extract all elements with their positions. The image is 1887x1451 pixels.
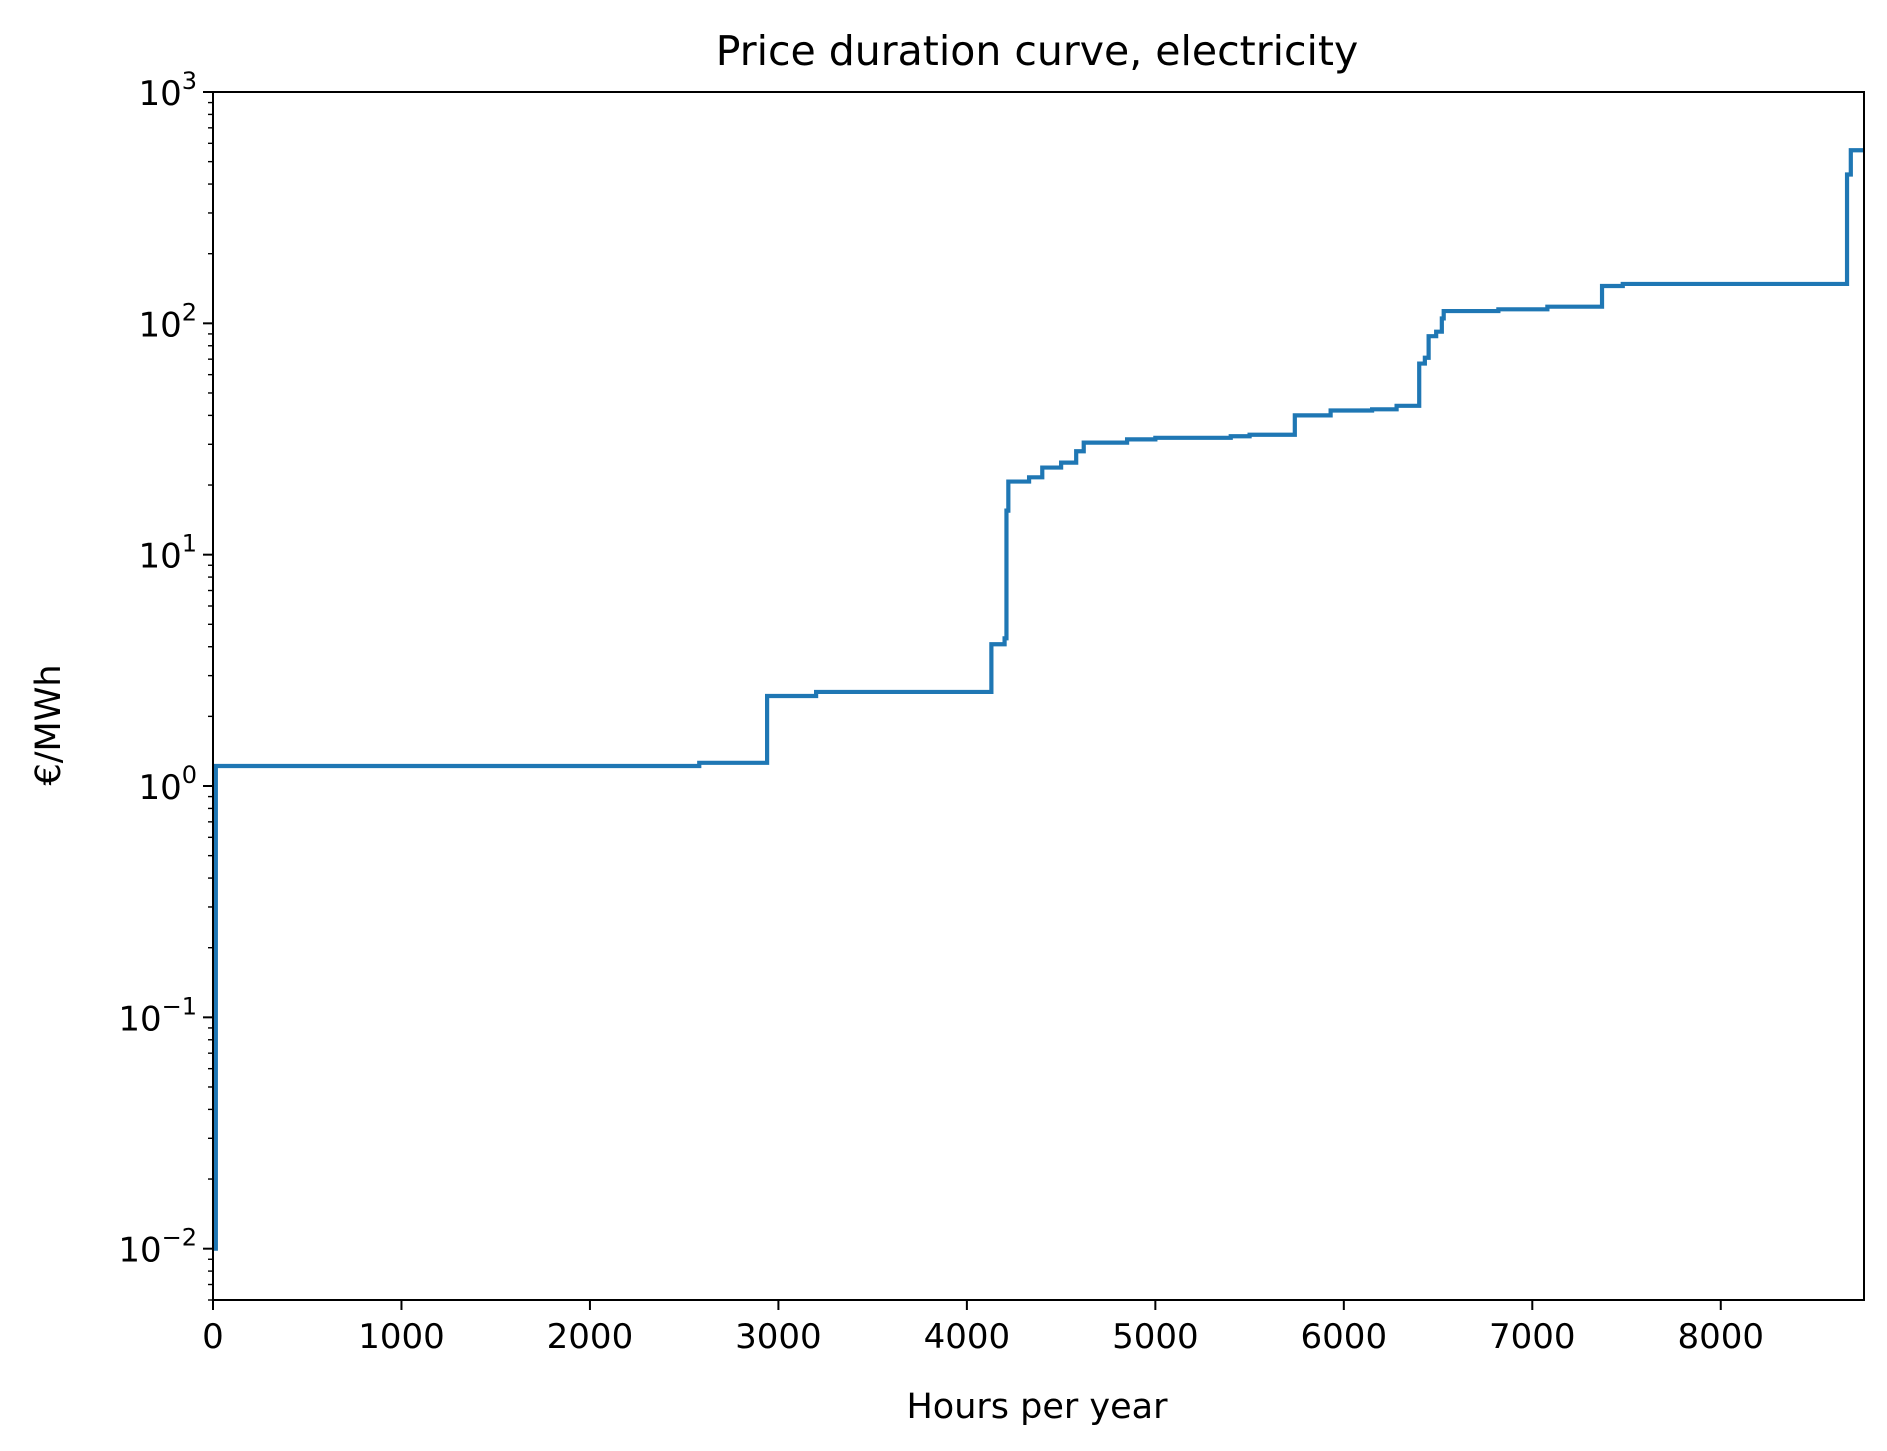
- series-line: [213, 148, 1864, 1251]
- x-tick-label: 2000: [547, 1317, 634, 1357]
- x-axis-ticks: 0 1000 2000 3000 4000 5000 6000 7000 8000: [202, 1300, 1764, 1357]
- plot-area: [212, 91, 1865, 1301]
- chart-title: Price duration curve, electricity: [716, 27, 1359, 75]
- x-tick-label: 1000: [358, 1317, 445, 1357]
- x-tick-label: 4000: [924, 1317, 1011, 1357]
- x-tick-label: 6000: [1301, 1317, 1388, 1357]
- x-tick-label: 7000: [1489, 1317, 1576, 1357]
- x-tick-label: 8000: [1677, 1317, 1764, 1357]
- x-tick-label: 5000: [1112, 1317, 1199, 1357]
- y-axis-label: €/MWh: [29, 664, 69, 785]
- x-tick-label: 3000: [735, 1317, 822, 1357]
- x-axis-label: Hours per year: [906, 1387, 1168, 1427]
- x-tick-label: 0: [202, 1317, 224, 1357]
- axes-frame: [212, 91, 1865, 1301]
